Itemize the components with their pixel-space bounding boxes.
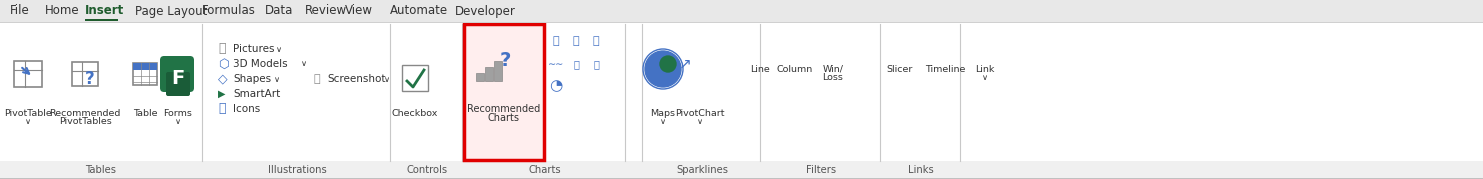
Text: ∨: ∨ — [982, 74, 988, 83]
Text: ?: ? — [500, 52, 510, 71]
Text: Shapes: Shapes — [233, 74, 271, 84]
Bar — [0, 161, 1483, 179]
Bar — [0, 178, 1483, 179]
Bar — [133, 63, 157, 85]
Text: Home: Home — [44, 4, 80, 18]
Text: ∨: ∨ — [175, 117, 181, 125]
Text: ∨: ∨ — [276, 45, 282, 54]
Bar — [476, 73, 483, 81]
Text: ∼∼: ∼∼ — [547, 59, 564, 69]
Text: Maps: Maps — [651, 108, 675, 117]
Text: File: File — [10, 4, 30, 18]
Text: Pictures: Pictures — [233, 44, 274, 54]
Text: PivotTables: PivotTables — [59, 117, 111, 125]
Text: Automate: Automate — [390, 4, 448, 18]
Text: Timeline: Timeline — [925, 64, 965, 74]
Text: Insert: Insert — [85, 4, 125, 18]
Text: 🍂: 🍂 — [218, 103, 225, 115]
Text: Data: Data — [265, 4, 294, 18]
Bar — [485, 67, 492, 81]
Text: 📷: 📷 — [313, 74, 320, 84]
Text: Checkbox: Checkbox — [392, 108, 437, 117]
Bar — [85, 19, 119, 21]
Text: Link: Link — [976, 64, 995, 74]
Bar — [0, 0, 1483, 22]
Text: ?: ? — [85, 70, 95, 88]
Text: Page Layout: Page Layout — [135, 4, 208, 18]
Text: 📊: 📊 — [593, 36, 599, 46]
Text: Screenshot: Screenshot — [326, 74, 386, 84]
Bar — [494, 61, 503, 81]
Text: ∨: ∨ — [274, 74, 280, 83]
Circle shape — [660, 56, 676, 72]
Text: Slicer: Slicer — [887, 64, 914, 74]
Text: 🖼: 🖼 — [218, 42, 225, 55]
Text: SmartArt: SmartArt — [233, 89, 280, 99]
Text: 📊: 📊 — [553, 36, 559, 46]
Text: ⬡: ⬡ — [218, 57, 228, 71]
Text: Links: Links — [908, 165, 934, 175]
Text: Recommended: Recommended — [467, 104, 541, 114]
Bar — [0, 22, 1483, 23]
Text: Icons: Icons — [233, 104, 260, 114]
Text: ∨: ∨ — [384, 74, 390, 83]
Text: Win/: Win/ — [823, 64, 844, 74]
Text: PivotTable: PivotTable — [4, 108, 52, 117]
Text: Developer: Developer — [455, 4, 516, 18]
Text: ∨: ∨ — [301, 59, 307, 69]
Circle shape — [645, 51, 681, 87]
Text: Charts: Charts — [488, 113, 521, 123]
Text: ∨: ∨ — [660, 117, 666, 125]
Text: Table: Table — [133, 108, 157, 117]
Text: Recommended: Recommended — [49, 108, 120, 117]
Text: 3D Models: 3D Models — [233, 59, 288, 69]
Text: Line: Line — [750, 64, 770, 74]
Text: Illustrations: Illustrations — [268, 165, 326, 175]
Bar — [0, 22, 1483, 179]
Text: ▶: ▶ — [218, 89, 225, 99]
Text: 📊: 📊 — [593, 59, 599, 69]
Text: ◇: ◇ — [218, 72, 227, 86]
Text: Loss: Loss — [823, 74, 844, 83]
Text: F: F — [172, 69, 184, 88]
Bar — [133, 63, 157, 70]
Bar — [464, 24, 544, 160]
Text: 📊: 📊 — [572, 59, 578, 69]
Text: ∨: ∨ — [25, 117, 31, 125]
Text: Tables: Tables — [86, 165, 117, 175]
Text: ∨: ∨ — [697, 117, 703, 125]
Text: Controls: Controls — [406, 165, 448, 175]
Text: Review: Review — [305, 4, 347, 18]
Text: PivotChart: PivotChart — [675, 108, 725, 117]
Text: 📊: 📊 — [572, 36, 580, 46]
Text: Forms: Forms — [163, 108, 193, 117]
FancyBboxPatch shape — [166, 72, 190, 96]
Text: Column: Column — [777, 64, 813, 74]
Text: Sparklines: Sparklines — [676, 165, 728, 175]
Text: View: View — [346, 4, 374, 18]
Text: Filters: Filters — [805, 165, 836, 175]
Text: Formulas: Formulas — [202, 4, 257, 18]
Bar — [402, 65, 429, 91]
Bar — [73, 62, 98, 86]
FancyBboxPatch shape — [160, 56, 194, 92]
Text: ↗: ↗ — [679, 57, 691, 71]
Text: ◔: ◔ — [549, 79, 562, 93]
Text: Charts: Charts — [528, 165, 561, 175]
Bar — [13, 61, 42, 87]
